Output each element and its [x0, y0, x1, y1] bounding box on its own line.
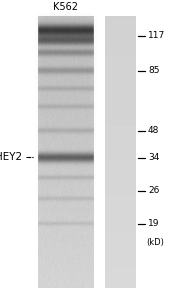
- Text: 19: 19: [148, 219, 159, 228]
- Text: HEY2: HEY2: [0, 152, 22, 163]
- Text: 34: 34: [148, 153, 159, 162]
- Text: (kD): (kD): [146, 238, 164, 247]
- Text: 26: 26: [148, 186, 159, 195]
- Text: 85: 85: [148, 66, 159, 75]
- Text: 48: 48: [148, 126, 159, 135]
- Text: K562: K562: [54, 2, 78, 12]
- Text: 117: 117: [148, 32, 165, 40]
